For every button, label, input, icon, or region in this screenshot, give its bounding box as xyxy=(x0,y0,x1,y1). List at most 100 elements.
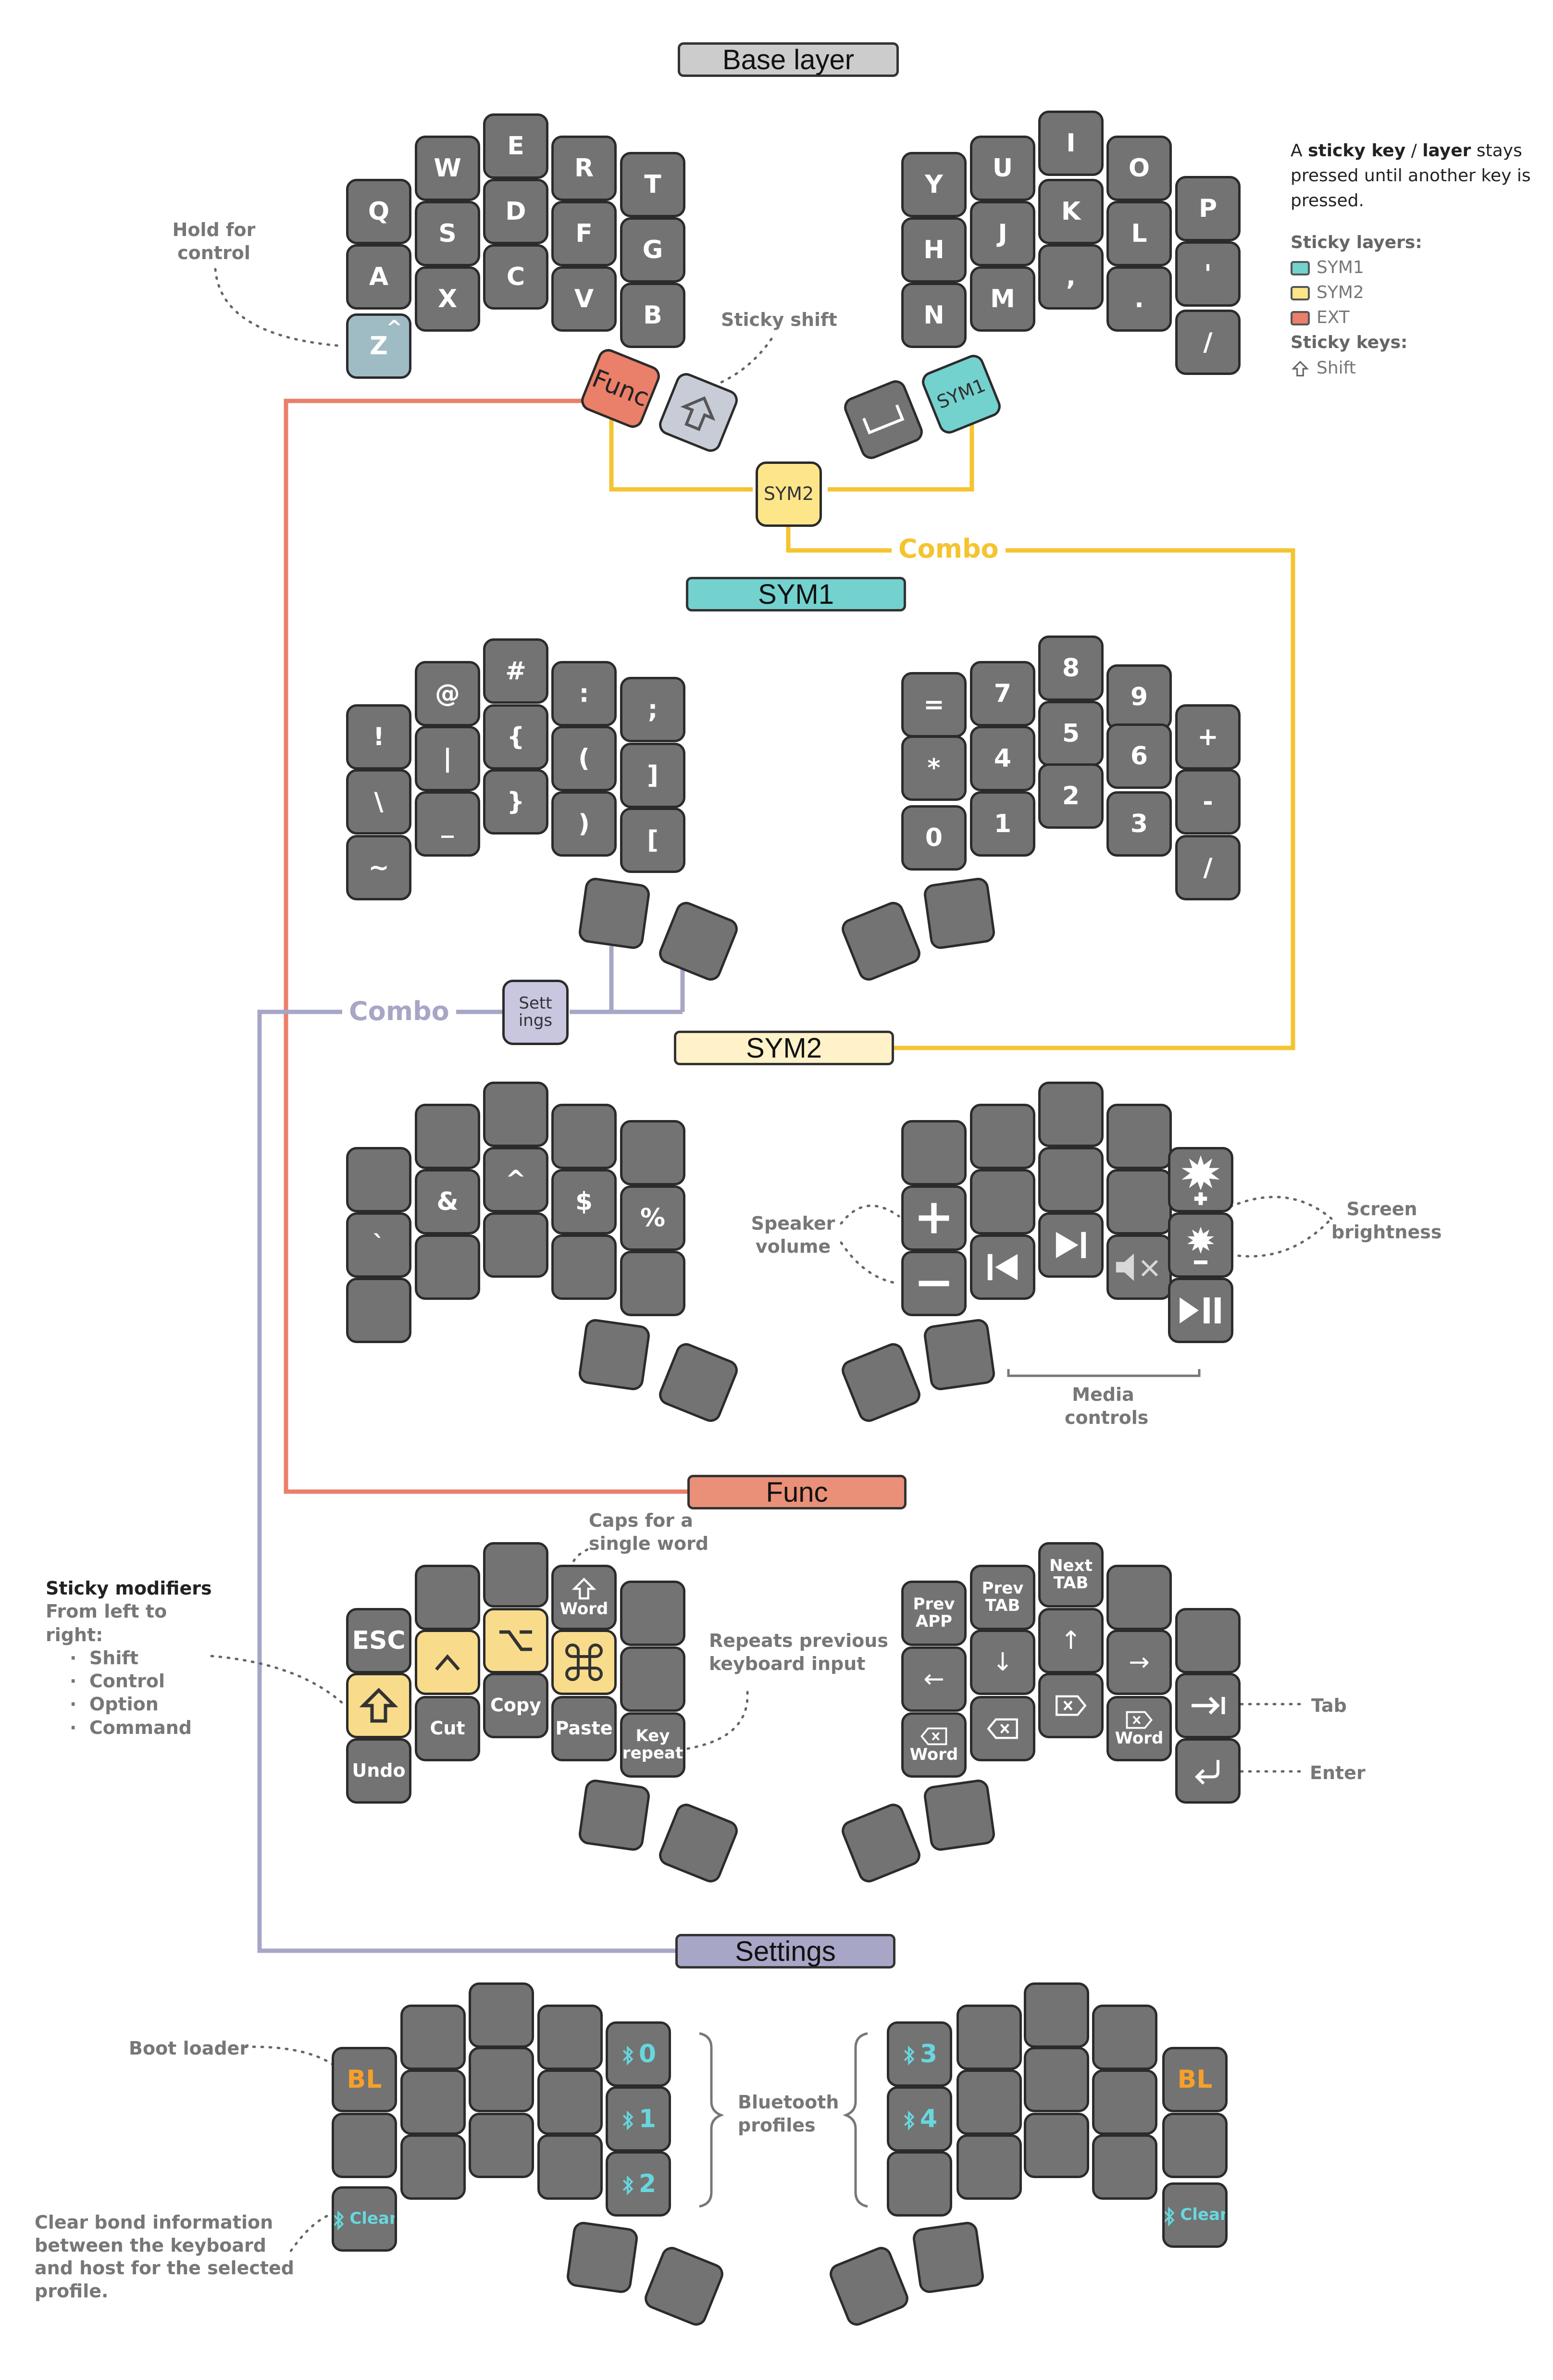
key-y: Y xyxy=(901,152,967,217)
backspace-icon xyxy=(920,1727,947,1745)
key-period: . xyxy=(1106,266,1172,332)
func-key-r0c8 xyxy=(1106,1565,1172,1630)
func-thumb-right-2 xyxy=(922,1778,996,1852)
key-lbracket: [ xyxy=(620,808,685,873)
bluetooth-icon xyxy=(621,2041,639,2068)
sym2-key-r2c3 xyxy=(551,1234,617,1300)
delete-icon xyxy=(1056,1695,1087,1716)
control-icon xyxy=(435,1654,460,1671)
title-base-layer: Base layer xyxy=(678,42,899,77)
key-control xyxy=(415,1630,480,1695)
previous-track-icon xyxy=(987,1254,1018,1281)
note-repeats: Repeats previous keyboard input xyxy=(709,1630,888,1674)
func-key-r0c4 xyxy=(620,1581,685,1646)
set-thumb-right-2 xyxy=(911,2220,985,2294)
key-x: X xyxy=(415,266,480,332)
legend-item-shift: Shift xyxy=(1291,356,1541,381)
key-rbrace: } xyxy=(483,769,548,835)
key-b: B xyxy=(620,283,685,348)
sym2-key-r0c3 xyxy=(551,1104,617,1169)
note-speaker-volume: Speaker volume xyxy=(751,1213,835,1257)
enter-icon xyxy=(1194,1760,1220,1785)
key-arrow-up: ↑ xyxy=(1038,1608,1104,1673)
key-dollar: $ xyxy=(551,1169,617,1234)
legend-intro-e: stays pressed until another key is press… xyxy=(1291,141,1531,211)
key-mute xyxy=(1106,1234,1172,1300)
key-l: L xyxy=(1106,201,1172,266)
sym2-key-r3c0 xyxy=(346,1278,411,1343)
legend-item-ext: EXT xyxy=(1291,305,1541,330)
key-comma: , xyxy=(1038,244,1104,310)
key-lparen: ( xyxy=(551,726,617,791)
key-g: G xyxy=(620,217,685,283)
func-thumb-left-1 xyxy=(577,1778,651,1852)
key-slash-num: / xyxy=(1175,835,1241,900)
brightness-down-icon xyxy=(1187,1227,1214,1264)
set-key-r2c8 xyxy=(1092,2134,1157,2200)
set-key-r1c3 xyxy=(537,2069,603,2135)
legend-sticky-keys-heading: Sticky keys: xyxy=(1291,333,1408,353)
key-5: 5 xyxy=(1038,701,1104,766)
legend-intro-c: / xyxy=(1405,141,1423,161)
delete-word-label: Word xyxy=(1115,1729,1164,1748)
key-tilde: ~ xyxy=(346,835,411,900)
legend-intro: A sticky key / layer stays pressed until… xyxy=(1291,138,1541,214)
sym2-key-r0c1 xyxy=(415,1104,480,1169)
key-hash: # xyxy=(483,638,548,704)
sym1-thumb-right-2 xyxy=(922,876,996,950)
key-d: D xyxy=(483,179,548,244)
key-clear-left-label: Clear xyxy=(349,2209,397,2229)
shift-icon xyxy=(360,1688,398,1723)
key-h: H xyxy=(901,217,967,283)
sticky-list-command: · Command xyxy=(70,1717,192,1738)
set-key-r2c1 xyxy=(400,2134,466,2200)
key-bt1: 1 xyxy=(606,2086,671,2152)
note-clear-bond: Clear bond information between the keybo… xyxy=(35,2212,294,2302)
key-i: I xyxy=(1038,111,1104,176)
key-next-tab: Next TAB xyxy=(1038,1542,1104,1607)
title-sym1: SYM1 xyxy=(686,577,906,611)
key-space-thumb xyxy=(841,377,926,462)
key-tab xyxy=(1175,1673,1241,1738)
key-ampersand: & xyxy=(415,1169,480,1234)
set-key-r2c5 xyxy=(887,2151,952,2217)
sym2-key-r0c5 xyxy=(901,1120,967,1185)
legend-intro-a: A xyxy=(1291,141,1308,161)
key-q: Q xyxy=(346,179,411,244)
key-undo: Undo xyxy=(346,1738,411,1804)
key-4: 4 xyxy=(970,726,1035,791)
func-key-r1c4 xyxy=(620,1646,685,1712)
key-brightness-down xyxy=(1168,1212,1233,1278)
combo-label-sym2: Combo xyxy=(892,534,1006,564)
key-cut: Cut xyxy=(415,1696,480,1761)
set-key-r0c8 xyxy=(1092,2005,1157,2070)
sym2-key-r0c2 xyxy=(483,1082,548,1147)
func-key-r1c9 xyxy=(1175,1608,1241,1673)
set-key-r1c2 xyxy=(469,2047,534,2112)
key-arrow-down: ↓ xyxy=(970,1630,1035,1695)
backspace-word-label: Word xyxy=(909,1745,958,1765)
caps-word-label: Word xyxy=(559,1599,609,1619)
volume-down-icon xyxy=(919,1281,949,1286)
key-underscore: _ xyxy=(415,791,480,857)
set-key-r0c3 xyxy=(537,2005,603,2070)
sym2-key-r0c7 xyxy=(1038,1082,1104,1147)
key-z-label: Z xyxy=(370,331,388,361)
key-f: F xyxy=(551,201,617,266)
key-enter xyxy=(1175,1738,1241,1804)
key-k: K xyxy=(1038,179,1104,244)
key-bt2-label: 2 xyxy=(638,2169,657,2198)
delete-icon xyxy=(1126,1711,1153,1729)
play-pause-icon xyxy=(1180,1297,1221,1324)
bluetooth-icon xyxy=(621,2106,639,2132)
bluetooth-icon xyxy=(1165,2202,1180,2229)
key-previous-track xyxy=(970,1234,1035,1300)
key-caps-word: Word xyxy=(551,1565,617,1630)
set-key-r0c2 xyxy=(469,1982,534,2048)
key-shift-thumb xyxy=(656,370,741,455)
key-percent: % xyxy=(620,1185,685,1251)
key-0: 0 xyxy=(901,805,967,871)
key-exclaim: ! xyxy=(346,704,411,770)
option-icon xyxy=(499,1630,532,1651)
key-bootloader-right: BL xyxy=(1162,2047,1228,2112)
